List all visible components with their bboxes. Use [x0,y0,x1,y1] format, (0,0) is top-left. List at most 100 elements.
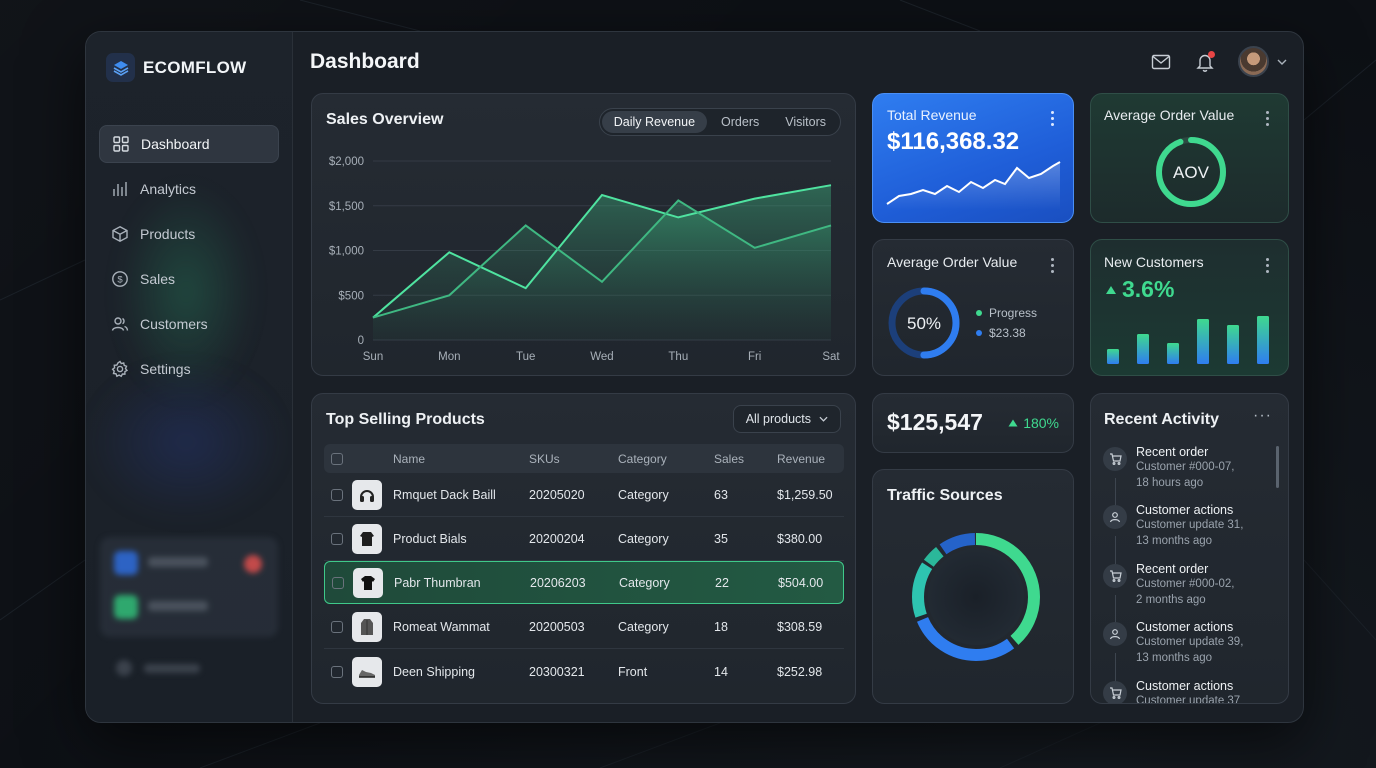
activity-detail: Customer update 31, [1136,519,1243,531]
more-icon[interactable] [1051,258,1055,273]
bar [1257,316,1269,364]
change-value: 180% [1023,415,1059,431]
total-revenue-card[interactable]: Total Revenue $116,368.32 [872,93,1074,223]
select-all-checkbox[interactable] [331,453,343,465]
aov-ring: AOV [1153,134,1229,210]
column-header[interactable]: Sales [714,452,744,466]
notifications-button[interactable] [1194,51,1216,73]
table-row-selected[interactable]: Pabr Thumbran 20206203 Category 22 $504.… [324,561,844,604]
more-horizontal-icon[interactable]: ··· [1253,407,1272,425]
activity-time: 13 months ago [1136,535,1212,547]
table-row[interactable]: Product Bials 20200204 Category 35 $380.… [324,518,844,561]
product-sku: 20205020 [529,488,585,502]
traffic-donut [901,522,1051,672]
brand-name: ECOMFLOW [143,58,246,78]
user-icon [1103,622,1127,646]
bar [1197,319,1209,364]
more-icon[interactable] [1051,111,1055,126]
product-name: Deen Shipping [393,665,475,679]
user-icon [1103,505,1127,529]
more-icon[interactable] [1266,258,1270,273]
product-revenue: $252.98 [777,665,822,679]
sidebar-nav: Dashboard Analytics Products $ Sales Cus… [99,125,279,395]
total-revenue-value: $116,368.32 [887,128,1019,156]
product-sku: 20200503 [529,620,585,634]
traffic-sources-card[interactable]: Traffic Sources [872,469,1074,704]
dollar-icon: $ [111,270,129,288]
table-row[interactable]: Deen Shipping 20300321 Front 14 $252.98 [324,650,844,693]
page-title: Dashboard [310,50,420,74]
row-checkbox[interactable] [332,577,344,589]
bar-chart-icon [111,180,129,198]
headphones-icon [352,480,382,510]
progress-ring: 50% [885,284,963,362]
scrollbar[interactable] [1276,446,1279,488]
sidebar-item-customers[interactable]: Customers [99,305,279,343]
bar [1227,325,1239,364]
activity-time: 18 hours ago [1136,477,1203,489]
total-summary-card[interactable]: $125,547 180% [872,393,1074,453]
header-actions [1150,46,1287,77]
product-category: Front [618,665,647,679]
x-tick-label: Sat [822,351,840,363]
jacket-icon [352,524,382,554]
brand[interactable]: ECOMFLOW [106,53,246,82]
filter-label: All products [746,412,811,426]
column-header[interactable]: Revenue [777,452,825,466]
x-tick-label: Fri [748,351,761,363]
row-checkbox[interactable] [331,666,343,678]
column-header[interactable]: SKUs [529,452,560,466]
table-row[interactable]: Romeat Wammat 20200503 Category 18 $308.… [324,606,844,649]
product-name: Romeat Wammat [393,620,490,634]
users-icon [111,315,129,333]
sidebar-item-settings[interactable]: Settings [99,350,279,388]
sales-chart: $2,000$1,500$1,000$5000 Sun Mon Tue Wed Thu F… [312,94,857,377]
product-sales: 63 [714,488,728,502]
column-header[interactable]: Name [393,452,425,466]
aov-card[interactable]: Average Order Value AOV [1090,93,1289,223]
x-tick-label: Wed [590,351,613,363]
product-sku: 20206203 [530,576,586,590]
sidebar-item-products[interactable]: Products [99,215,279,253]
product-name: Rmquet Dack Baill [393,488,496,502]
x-tick-label: Thu [668,351,688,363]
sales-overview-card: Sales Overview Daily Revenue Orders Visi… [311,93,856,376]
new-customers-card[interactable]: New Customers 3.6% [1090,239,1289,376]
activity-detail: Customer #000-07, [1136,461,1234,473]
row-checkbox[interactable] [331,533,343,545]
mail-button[interactable] [1150,51,1172,73]
svg-text:$: $ [117,275,123,286]
mail-icon [1151,54,1171,70]
bar [1167,343,1179,364]
bar [1137,334,1149,364]
arrow-up-icon [1105,285,1117,295]
sidebar-item-label: Dashboard [141,136,210,152]
row-checkbox[interactable] [331,621,343,633]
y-tick-label: $500 [338,290,364,302]
activity-detail: Customer update 37 [1136,695,1240,704]
user-menu[interactable] [1238,46,1287,77]
aov-progress-card[interactable]: Average Order Value 50% Progress $23.38 [872,239,1074,376]
products-filter-dropdown[interactable]: All products [733,405,841,433]
column-header[interactable]: Category [618,452,667,466]
activity-title: Recent order [1136,562,1208,576]
product-category: Category [619,576,670,590]
more-icon[interactable] [1266,111,1270,126]
sidebar-item-label: Settings [140,361,191,377]
y-tick-label: 0 [358,335,364,347]
card-label: Average Order Value [1104,107,1234,123]
row-checkbox[interactable] [331,489,343,501]
card-title: Top Selling Products [326,411,485,429]
sidebar-item-sales[interactable]: $ Sales [99,260,279,298]
table-row[interactable]: Rmquet Dack Baill 20205020 Category 63 $… [324,474,844,517]
product-name: Pabr Thumbran [394,576,481,590]
sidebar-item-analytics[interactable]: Analytics [99,170,279,208]
chevron-down-icon [1277,59,1287,65]
product-category: Category [618,532,669,546]
product-sku: 20300321 [529,665,585,679]
blurred-settings [116,660,206,676]
sidebar-item-dashboard[interactable]: Dashboard [99,125,279,163]
coat-icon [352,612,382,642]
revenue-sparkline [885,158,1065,210]
arrow-up-icon [1008,419,1018,427]
